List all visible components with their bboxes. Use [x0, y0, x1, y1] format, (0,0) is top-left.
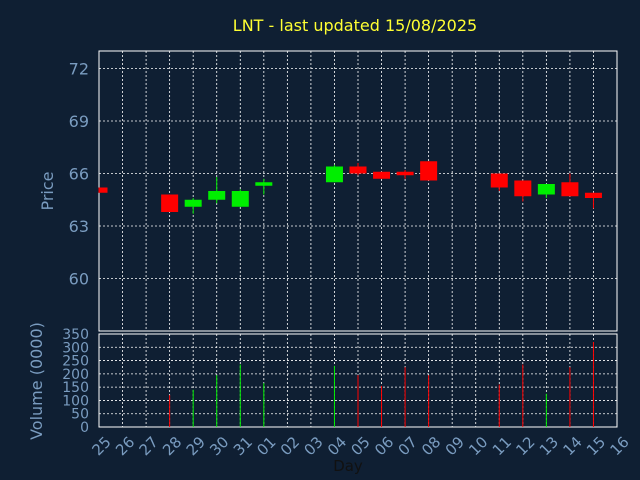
x-tick-label: 27: [136, 433, 162, 459]
candle-body: [584, 192, 602, 198]
candle-body: [514, 180, 532, 197]
volume-tick-label: 150: [62, 380, 89, 396]
candle-body: [396, 171, 414, 176]
price-tick-label: 66: [69, 165, 89, 184]
chart-title: LNT - last updated 15/08/2025: [233, 16, 477, 35]
x-tick-label: 15: [583, 433, 609, 459]
x-tick-label: 30: [206, 433, 232, 459]
x-tick-label: 25: [89, 433, 115, 459]
x-tick-label: 26: [112, 433, 138, 459]
x-tick-label: 16: [607, 433, 633, 459]
volume-tick-label: 200: [62, 367, 89, 383]
candle-body: [373, 171, 391, 179]
x-tick-label: 06: [371, 433, 397, 459]
price-tick-label: 72: [69, 60, 89, 79]
x-axis-ticks: 2526272829303101020304050607080910111213…: [89, 433, 633, 459]
volume-tick-label: 0: [80, 420, 89, 436]
volume-axis-label: Volume (0000): [27, 322, 46, 440]
candle-body: [208, 191, 226, 200]
x-axis-label: Day: [333, 457, 363, 475]
x-tick-label: 01: [253, 433, 279, 459]
volume-tick-label: 300: [62, 340, 89, 356]
x-tick-label: 12: [512, 433, 538, 459]
candle-body: [420, 161, 438, 181]
x-tick-label: 14: [559, 433, 585, 459]
candle-body: [561, 182, 579, 197]
candle-body: [231, 191, 249, 207]
volume-tick-label: 350: [62, 327, 89, 343]
price-tick-label: 63: [69, 217, 89, 236]
candle-body: [255, 182, 273, 186]
x-tick-label: 03: [300, 433, 326, 459]
x-tick-label: 28: [159, 433, 185, 459]
candles: [98, 161, 602, 214]
x-tick-label: 13: [536, 433, 562, 459]
x-tick-label: 29: [183, 433, 209, 459]
price-tick-label: 69: [69, 112, 89, 131]
x-tick-label: 07: [395, 433, 421, 459]
x-tick-label: 02: [277, 433, 303, 459]
candle-body: [537, 184, 555, 195]
x-tick-label: 31: [230, 433, 256, 459]
price-axis-ticks: 60 63 66 69 72: [69, 60, 89, 289]
x-tick-label: 10: [465, 433, 491, 459]
x-tick-label: 09: [442, 433, 468, 459]
volume-tick-label: 250: [62, 354, 89, 370]
volume-tick-label: 100: [62, 393, 89, 409]
candle-body: [490, 173, 508, 188]
candle-body: [349, 166, 367, 174]
candle-body: [161, 194, 179, 212]
price-tick-label: 60: [69, 270, 89, 289]
x-tick-label: 11: [489, 433, 515, 459]
volume-tick-label: 50: [71, 407, 89, 423]
candle-body: [184, 199, 202, 207]
x-tick-label: 05: [348, 433, 374, 459]
volume-bars: [169, 341, 594, 427]
candle-body: [99, 187, 108, 193]
x-tick-label: 08: [418, 433, 444, 459]
candle-body: [325, 166, 343, 183]
x-tick-label: 04: [324, 433, 350, 459]
y-axis-label: Price: [38, 171, 57, 210]
